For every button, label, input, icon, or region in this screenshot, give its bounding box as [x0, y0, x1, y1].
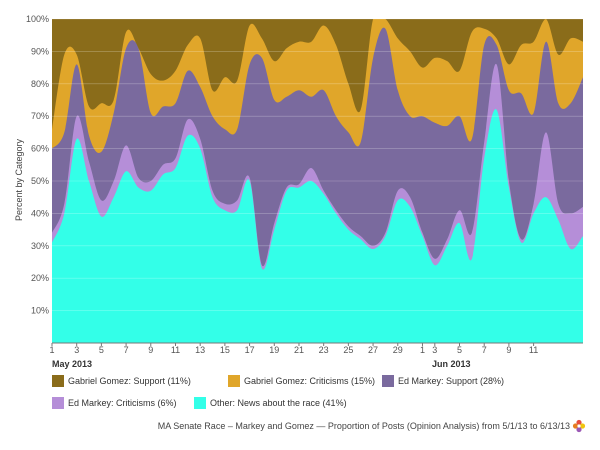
x-tick-label: 9: [148, 345, 153, 355]
x-tick-label: 27: [368, 345, 378, 355]
y-tick-label: 20%: [31, 273, 49, 283]
legend-item: Gabriel Gomez: Criticisms (15%): [228, 375, 375, 387]
gridlines: [52, 18, 583, 311]
legend-label: Ed Markey: Support (28%): [398, 376, 505, 386]
x-tick-label: 11: [529, 345, 538, 355]
x-tick-label: 29: [393, 345, 403, 355]
x-tick-label: 17: [245, 345, 255, 355]
legend-label: Other: News about the race (41%): [210, 398, 347, 408]
month-label-may: May 2013: [52, 359, 92, 369]
y-tick-label: 40%: [31, 208, 49, 218]
x-tick-label: 3: [74, 345, 79, 355]
legend-item: Ed Markey: Criticisms (6%): [52, 397, 177, 409]
x-tick-label: 15: [220, 345, 230, 355]
legend-item: Other: News about the race (41%): [194, 397, 347, 409]
legend-swatch: [52, 397, 64, 409]
y-tick-label: 90%: [31, 46, 49, 56]
y-axis-label: Percent by Category: [14, 138, 24, 221]
y-tick-label: 100%: [26, 14, 49, 24]
chart-svg: Percent by Category 10% 20% 30% 40% 50% 60% 70…: [14, 14, 583, 369]
x-tick-label: 21: [294, 345, 304, 355]
x-tick-labels: 1 3 5 7 9 11 13 15 17 19 21 23 25 27 29 1 3 5 7 9 11: [49, 343, 538, 355]
legend-swatch: [382, 375, 394, 387]
y-tick-label: 70%: [31, 111, 49, 121]
area-layers: [52, 19, 583, 344]
x-tick-label: 25: [343, 345, 353, 355]
x-tick-label: 23: [319, 345, 329, 355]
y-tick-label: 50%: [31, 176, 49, 186]
y-tick-label: 80%: [31, 79, 49, 89]
y-tick-label: 60%: [31, 144, 49, 154]
flower-logo-icon: [572, 419, 586, 433]
area-series-0: [52, 109, 583, 344]
legend-item: Gabriel Gomez: Support (11%): [52, 375, 191, 387]
x-tick-label: 3: [432, 345, 437, 355]
legend-swatch: [228, 375, 240, 387]
legend-label: Gabriel Gomez: Criticisms (15%): [244, 376, 376, 386]
y-tick-label: 30%: [31, 241, 49, 251]
legend-item: Ed Markey: Support (28%): [382, 375, 504, 387]
x-tick-label: 11: [171, 345, 180, 355]
legend-label: Gabriel Gomez: Support (11%): [68, 376, 191, 386]
legend-swatch: [194, 397, 206, 409]
y-tick-labels: 10% 20% 30% 40% 50% 60% 70% 80% 90% 100%: [26, 14, 49, 316]
x-tick-label: 7: [124, 345, 129, 355]
x-tick-label: 7: [482, 345, 487, 355]
x-tick-label: 5: [99, 345, 104, 355]
x-tick-label: 1: [420, 345, 425, 355]
x-tick-label: 19: [269, 345, 279, 355]
x-tick-label: 9: [506, 345, 511, 355]
x-tick-label: 5: [457, 345, 462, 355]
legend-swatch: [52, 375, 64, 387]
x-tick-label: 1: [49, 345, 54, 355]
month-label-jun: Jun 2013: [432, 359, 471, 369]
x-tick-label: 13: [195, 345, 205, 355]
legend-label: Ed Markey: Criticisms (6%): [68, 398, 177, 408]
chart-caption: MA Senate Race – Markey and Gomez — Prop…: [157, 421, 570, 431]
y-tick-label: 10%: [31, 306, 49, 316]
